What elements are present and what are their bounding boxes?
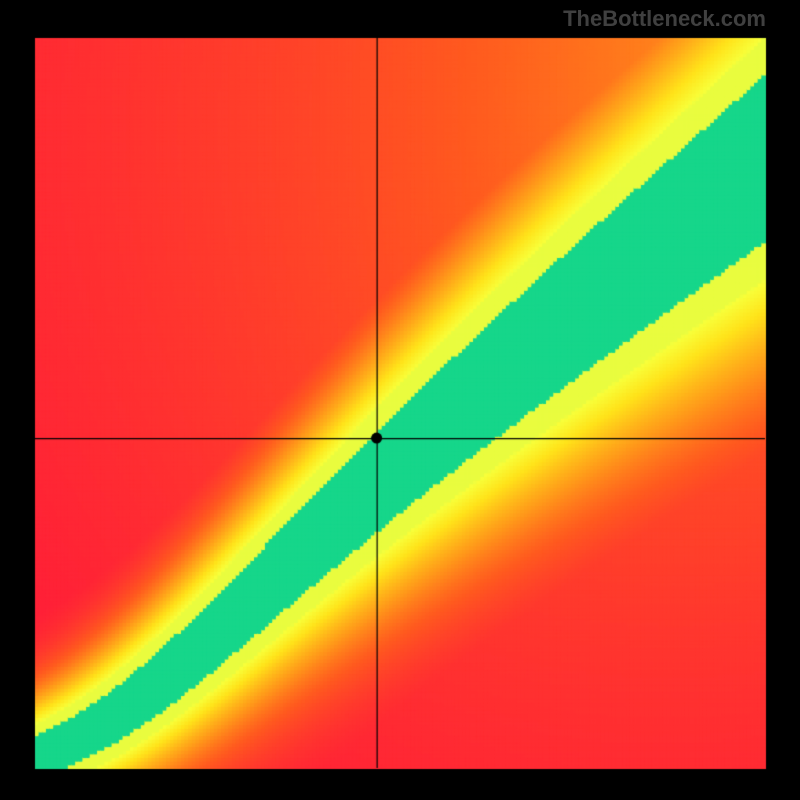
chart-container: TheBottleneck.com bbox=[0, 0, 800, 800]
bottleneck-heatmap bbox=[0, 0, 800, 800]
watermark-text: TheBottleneck.com bbox=[563, 6, 766, 32]
